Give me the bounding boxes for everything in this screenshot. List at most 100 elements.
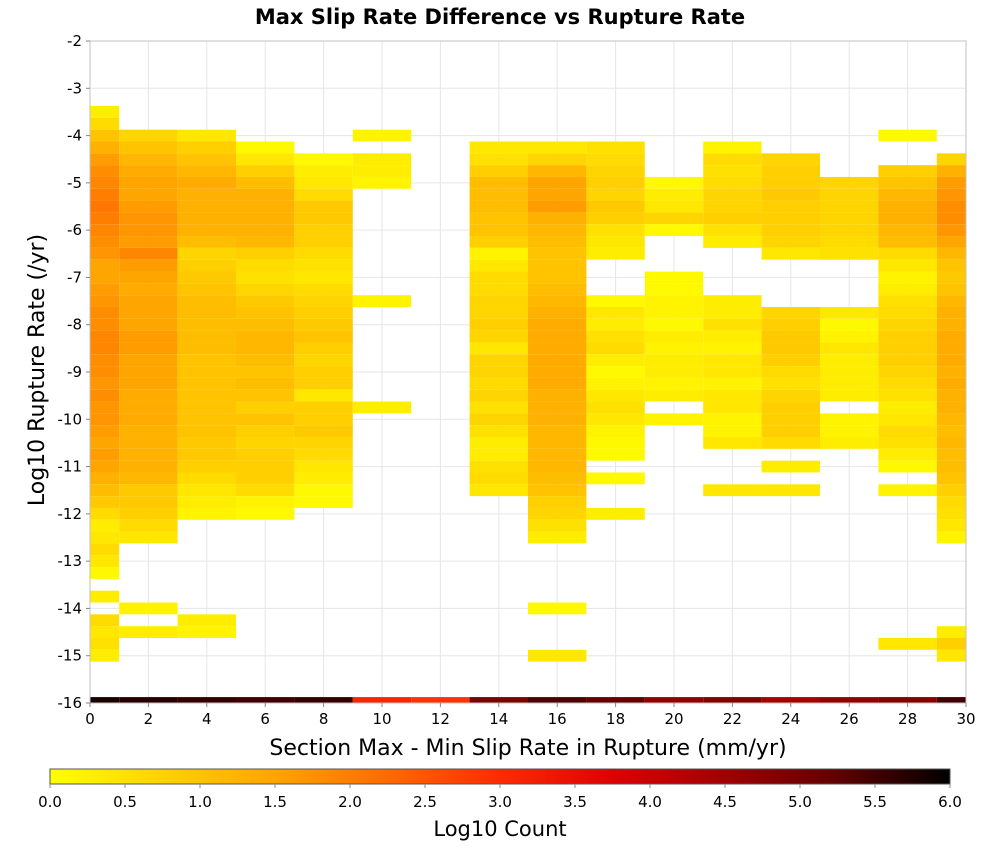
heatmap-cell (878, 437, 937, 449)
heatmap-cell (90, 247, 120, 260)
heatmap-cell (469, 389, 528, 402)
heatmap-cell (761, 413, 820, 426)
heatmap-cell (90, 697, 120, 703)
heatmap-cell (878, 247, 937, 260)
heatmap-cell (878, 295, 937, 307)
heatmap-cell (878, 389, 937, 402)
heatmap-cell (586, 306, 645, 319)
heatmap-cell (469, 176, 528, 189)
heatmap-cell (936, 531, 966, 544)
heatmap-cell (469, 330, 528, 343)
heatmap-cell (878, 448, 937, 461)
x-tick-label: 30 (956, 710, 975, 728)
heatmap-cell (936, 626, 966, 638)
heatmap-cell (90, 519, 120, 532)
heatmap-cell (761, 484, 820, 497)
heatmap-cell (177, 366, 236, 378)
heatmap-cell (528, 200, 587, 213)
heatmap-cell (878, 236, 937, 248)
heatmap-cell (236, 507, 295, 520)
heatmap-cell (469, 200, 528, 213)
heatmap-cell (820, 342, 879, 355)
heatmap-cell (294, 165, 353, 177)
heatmap-cell (236, 437, 295, 449)
heatmap-cell (236, 188, 295, 201)
heatmap-cell (294, 153, 353, 166)
heatmap-cell (936, 437, 966, 449)
heatmap-cells (90, 106, 966, 703)
heatmap-cell (936, 649, 966, 662)
heatmap-cell (90, 413, 120, 426)
heatmap-cell (294, 283, 353, 296)
heatmap-cell (936, 295, 966, 307)
heatmap-cell (761, 330, 820, 343)
heatmap-cell (528, 247, 587, 260)
heatmap-cell (119, 507, 178, 520)
heatmap-cell (119, 697, 178, 703)
heatmap-cell (528, 484, 587, 497)
heatmap-cell (236, 484, 295, 497)
heatmap-cell (528, 377, 587, 390)
heatmap-cell (119, 247, 178, 260)
heatmap-cell (936, 342, 966, 355)
heatmap-cell (528, 318, 587, 331)
heatmap-cell (469, 484, 528, 497)
heatmap-cell (878, 188, 937, 201)
heatmap-cell (177, 437, 236, 449)
heatmap-cell (119, 437, 178, 449)
heatmap-cell (90, 626, 120, 638)
heatmap-cell (936, 247, 966, 260)
heatmap-cell (878, 318, 937, 331)
y-tick-label: -13 (58, 552, 83, 570)
heatmap-cell (90, 106, 120, 118)
heatmap-cell (119, 531, 178, 544)
heatmap-cell (936, 389, 966, 402)
heatmap-cell (703, 295, 762, 307)
heatmap-cell (528, 188, 587, 201)
colorbar-tick-label: 5.5 (863, 793, 887, 811)
heatmap-cell (294, 176, 353, 189)
x-tick-label: 6 (260, 710, 270, 728)
x-tick-label: 2 (144, 710, 154, 728)
heatmap-cell (236, 448, 295, 461)
heatmap-cell (90, 437, 120, 449)
heatmap-cell (294, 484, 353, 497)
colorbar-tick-label: 2.5 (413, 793, 437, 811)
heatmap-cell (703, 484, 762, 497)
heatmap-cell (703, 330, 762, 343)
x-tick-label: 16 (548, 710, 567, 728)
heatmap-cell (936, 212, 966, 225)
heatmap-cell (528, 224, 587, 237)
heatmap-cell (936, 637, 966, 650)
heatmap-cell (644, 318, 704, 331)
heatmap-cell (294, 259, 353, 272)
colorbar-tick-label: 3.5 (563, 793, 587, 811)
heatmap-cell (586, 507, 645, 520)
heatmap-cell (90, 283, 120, 296)
colorbar-tick-label: 1.5 (263, 793, 287, 811)
heatmap-cell (936, 354, 966, 367)
heatmap-cell (90, 224, 120, 237)
heatmap-cell (469, 212, 528, 225)
heatmap-cell (586, 448, 645, 461)
heatmap-cell (644, 200, 704, 213)
heatmap-cell (469, 354, 528, 367)
chart-title: Max Slip Rate Difference vs Rupture Rate (255, 5, 745, 29)
heatmap-cell (236, 153, 295, 166)
heatmap-cell (294, 437, 353, 449)
heatmap-cell (177, 413, 236, 426)
heatmap-cell (761, 212, 820, 225)
heatmap-cell (294, 389, 353, 402)
heatmap-cell (294, 342, 353, 355)
heatmap-cell (469, 306, 528, 319)
heatmap-cell (820, 236, 879, 248)
heatmap-cell (878, 377, 937, 390)
heatmap-cell (177, 141, 236, 154)
heatmap-cell (90, 614, 120, 627)
heatmap-cell (586, 342, 645, 355)
heatmap-cell (294, 247, 353, 260)
heatmap-cell (236, 342, 295, 355)
heatmap-cell (236, 283, 295, 296)
heatmap-cell (119, 212, 178, 225)
